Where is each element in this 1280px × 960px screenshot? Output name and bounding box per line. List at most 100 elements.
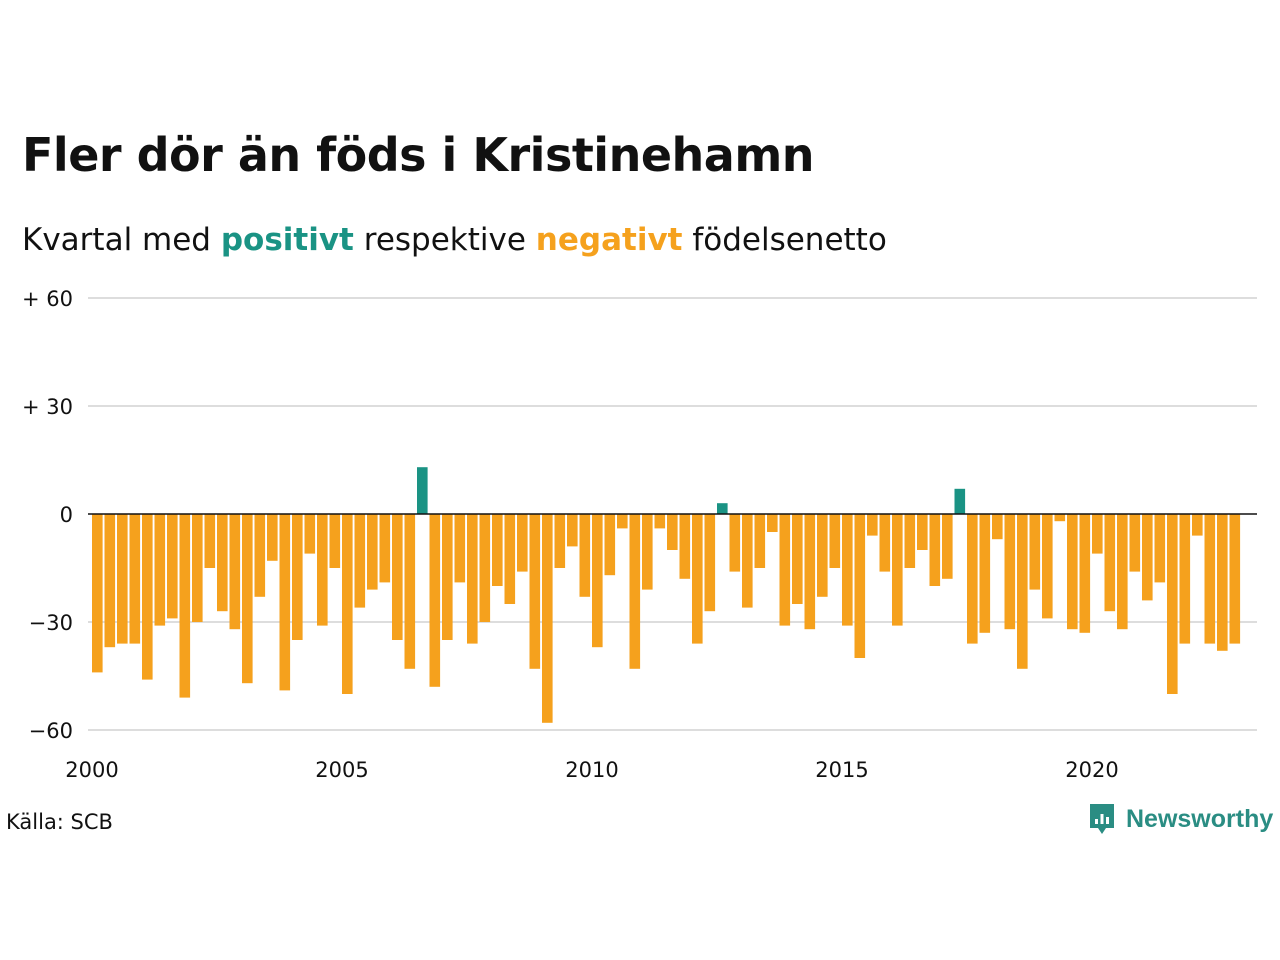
brand-name: Newsworthy xyxy=(1126,804,1274,833)
bar xyxy=(717,503,728,514)
bar xyxy=(504,514,516,604)
brand-logo: Newsworthy xyxy=(1088,802,1273,836)
bar xyxy=(579,514,591,597)
x-tick-label: 2000 xyxy=(65,758,118,782)
bar xyxy=(392,514,403,640)
bar xyxy=(104,514,116,648)
bar xyxy=(442,514,453,640)
bar xyxy=(1229,514,1241,644)
bar xyxy=(1129,514,1141,572)
bar xyxy=(942,514,953,579)
bar xyxy=(254,514,266,597)
bar xyxy=(542,514,553,723)
x-tick-label: 2010 xyxy=(565,758,618,782)
bar xyxy=(792,514,803,604)
y-tick-label: + 30 xyxy=(22,395,73,419)
bar xyxy=(154,514,166,626)
bar xyxy=(429,514,441,687)
bar xyxy=(1054,514,1066,522)
bar xyxy=(142,514,153,680)
bar xyxy=(1167,514,1178,694)
bar xyxy=(1217,514,1228,651)
y-tick-label: + 60 xyxy=(22,287,73,311)
bar xyxy=(517,514,528,572)
bar xyxy=(479,514,491,622)
bar xyxy=(742,514,753,608)
bar xyxy=(304,514,316,554)
bar xyxy=(242,514,253,684)
bar xyxy=(354,514,366,608)
bar xyxy=(1017,514,1028,669)
bar xyxy=(329,514,341,568)
bar xyxy=(954,488,966,514)
bar xyxy=(879,514,891,572)
bar xyxy=(654,514,666,529)
y-axis-labels: + 60 + 30 0 −30 −60 xyxy=(22,287,73,743)
bar xyxy=(892,514,903,626)
bar xyxy=(1154,514,1166,583)
bar xyxy=(817,514,828,597)
bar xyxy=(217,514,228,612)
bar xyxy=(342,514,353,694)
y-tick-label: −30 xyxy=(29,611,73,635)
bar xyxy=(1117,514,1128,630)
bar xyxy=(117,514,128,644)
bar xyxy=(929,514,941,586)
bar xyxy=(467,514,478,644)
bar xyxy=(167,514,178,619)
bar xyxy=(1104,514,1116,612)
bar xyxy=(967,514,978,644)
bar xyxy=(317,514,328,626)
bar xyxy=(592,514,603,648)
bar xyxy=(129,514,141,644)
bar xyxy=(1029,514,1041,590)
source-note: Källa: SCB xyxy=(6,810,113,834)
bar xyxy=(729,514,741,572)
bar xyxy=(192,514,203,622)
x-tick-label: 2015 xyxy=(815,758,868,782)
subtitle-positive: positivt xyxy=(220,222,354,258)
bar xyxy=(279,514,291,691)
bar xyxy=(1204,514,1216,644)
bar xyxy=(204,514,216,568)
bar xyxy=(704,514,716,612)
bar xyxy=(804,514,816,630)
bar xyxy=(842,514,853,626)
bar xyxy=(92,514,103,673)
bar xyxy=(492,514,503,586)
y-tick-label: −60 xyxy=(29,719,73,743)
bar xyxy=(404,514,416,669)
subtitle-suffix: födelsenetto xyxy=(692,222,887,258)
bar xyxy=(179,514,191,698)
bar xyxy=(754,514,766,568)
bar xyxy=(992,514,1003,540)
bar xyxy=(229,514,241,630)
bar xyxy=(554,514,566,568)
bar xyxy=(529,514,541,669)
bar xyxy=(417,467,428,514)
bar xyxy=(567,514,578,547)
bar xyxy=(367,514,378,590)
bar xyxy=(292,514,303,640)
bar xyxy=(379,514,391,583)
chart-subtitle: Kvartal med positivt respektive negativt… xyxy=(22,222,887,259)
bar xyxy=(979,514,991,633)
bar xyxy=(604,514,616,576)
bar xyxy=(779,514,791,626)
bar xyxy=(629,514,641,669)
bar xyxy=(692,514,703,644)
bar xyxy=(1042,514,1053,619)
bar xyxy=(1004,514,1016,630)
y-tick-label: 0 xyxy=(60,503,73,527)
bar xyxy=(642,514,653,590)
bar xyxy=(854,514,866,658)
bar xyxy=(679,514,691,579)
bar xyxy=(904,514,916,568)
subtitle-negative: negativt xyxy=(535,222,683,258)
chart-title: Fler dör än föds i Kristinehamn xyxy=(22,128,815,182)
bar xyxy=(454,514,466,583)
bar xyxy=(829,514,841,568)
bar xyxy=(1142,514,1153,601)
bar xyxy=(267,514,278,561)
